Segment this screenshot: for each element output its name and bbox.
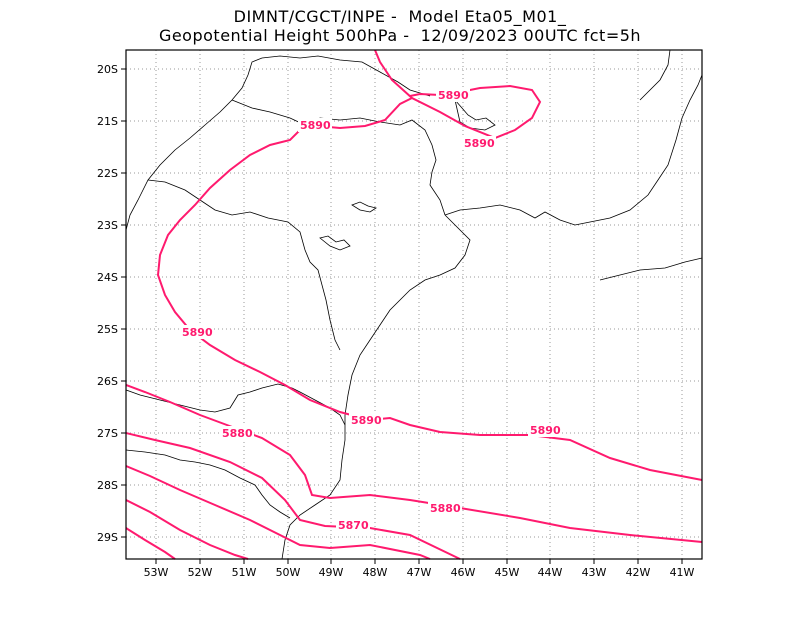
lat-label: 29S bbox=[97, 531, 118, 544]
map-frame bbox=[125, 49, 703, 560]
grid bbox=[126, 50, 702, 559]
lat-label: 22S bbox=[97, 167, 118, 180]
coastlines bbox=[125, 49, 703, 560]
contour-label: 5870 bbox=[338, 519, 369, 532]
lon-label: 49W bbox=[319, 566, 344, 579]
lon-label: 48W bbox=[363, 566, 388, 579]
longitude-labels: 53W 52W 51W 50W 49W 48W 47W 46W 45W 44W … bbox=[144, 566, 695, 579]
lon-label: 45W bbox=[495, 566, 520, 579]
lon-label: 47W bbox=[407, 566, 432, 579]
lon-label: 42W bbox=[626, 566, 651, 579]
contour-label: 5890 bbox=[351, 414, 382, 427]
lat-label: 28S bbox=[97, 479, 118, 492]
lat-label: 20S bbox=[97, 63, 118, 76]
lat-label: 26S bbox=[97, 375, 118, 388]
contour-label: 5890 bbox=[182, 326, 213, 339]
lat-label: 27S bbox=[97, 427, 118, 440]
contours bbox=[125, 49, 703, 560]
title-line-1: DIMNT/CGCT/INPE - Model Eta05_M01_ bbox=[233, 7, 567, 26]
lon-label: 46W bbox=[451, 566, 476, 579]
latitude-labels: 20S 21S 22S 23S 24S 25S 26S 27S 28S 29S bbox=[97, 63, 118, 544]
contour-label: 5890 bbox=[300, 119, 331, 132]
contour-label: 5880 bbox=[222, 427, 253, 440]
lat-label: 24S bbox=[97, 271, 118, 284]
axis-ticks bbox=[121, 68, 683, 564]
lat-label: 21S bbox=[97, 115, 118, 128]
lon-label: 43W bbox=[582, 566, 607, 579]
contour-label: 5890 bbox=[438, 89, 469, 102]
lon-label: 41W bbox=[670, 566, 695, 579]
lon-label: 52W bbox=[188, 566, 213, 579]
lon-label: 51W bbox=[232, 566, 257, 579]
contour-labels: 5890 5890 5890 5890 5890 5890 5880 5880 … bbox=[180, 88, 562, 532]
title-line-2: Geopotential Height 500hPa - 12/09/2023 … bbox=[158, 26, 642, 45]
contour-label: 5890 bbox=[464, 137, 495, 150]
lat-label: 25S bbox=[97, 323, 118, 336]
lon-label: 53W bbox=[144, 566, 169, 579]
lon-label: 50W bbox=[276, 566, 301, 579]
contour-label: 5880 bbox=[430, 502, 461, 515]
contour-label: 5890 bbox=[530, 424, 561, 437]
lat-label: 23S bbox=[97, 219, 118, 232]
lon-label: 44W bbox=[538, 566, 563, 579]
